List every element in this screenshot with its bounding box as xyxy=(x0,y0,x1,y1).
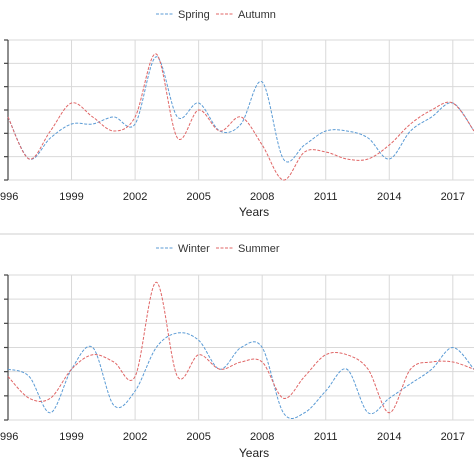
x-tick-label: 2005 xyxy=(186,431,210,443)
x-axis-title: Years xyxy=(239,446,269,460)
x-tick-label: 2002 xyxy=(123,191,147,203)
x-axis-title: Years xyxy=(239,205,269,219)
bottom-chart: Winter Summer 996 1999 2002 2005 2008 2011 2014 2… xyxy=(0,243,474,460)
x-tick-label: 2002 xyxy=(123,431,147,443)
x-tick-label: 2017 xyxy=(441,191,465,203)
x-tick-label: 2011 xyxy=(314,191,338,203)
x-tick-label: 1999 xyxy=(59,431,83,443)
series-line-spring xyxy=(7,56,474,163)
x-tick-label: 2005 xyxy=(186,191,210,203)
x-tick-label: 996 xyxy=(0,431,18,443)
x-tick-label: 2008 xyxy=(250,431,274,443)
legend-label-spring: Spring xyxy=(178,9,210,21)
legend-label-summer: Summer xyxy=(238,243,280,255)
series-line-summer xyxy=(7,281,474,414)
series-line-autumn xyxy=(7,53,474,181)
series-line-winter xyxy=(7,332,474,419)
x-tick-label: 2017 xyxy=(441,431,465,443)
x-tick-label: 2008 xyxy=(250,191,274,203)
legend-label-winter: Winter xyxy=(178,243,210,255)
x-tick-label: 1999 xyxy=(59,191,83,203)
legend-label-autumn: Autumn xyxy=(238,9,276,21)
x-tick-label: 2011 xyxy=(314,431,338,443)
x-tick-label: 2014 xyxy=(377,431,401,443)
x-tick-label: 996 xyxy=(0,191,18,203)
top-chart: Spring Autumn 996 1999 2002 2005 2008 2011 2014 2… xyxy=(0,9,474,219)
x-tick-label: 2014 xyxy=(377,191,401,203)
